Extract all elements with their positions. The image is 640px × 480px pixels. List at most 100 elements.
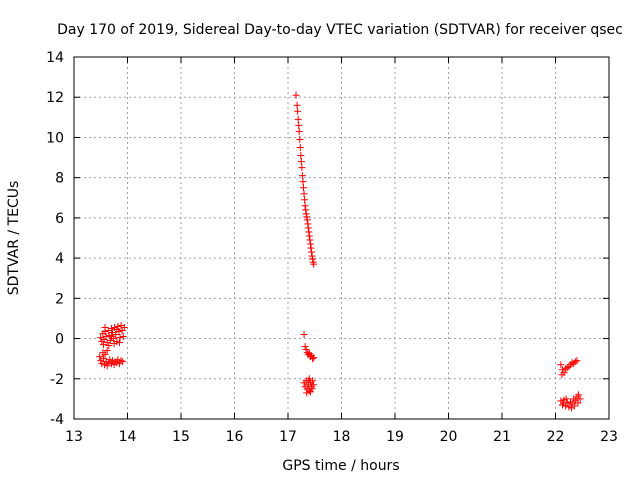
y-tick-label: -2: [50, 372, 64, 388]
data-point: [301, 196, 309, 204]
x-tick-label: 16: [226, 429, 244, 445]
data-point: [558, 371, 566, 379]
data-point: [293, 101, 301, 109]
data-point: [304, 220, 312, 228]
data-point: [306, 236, 314, 244]
data-point: [113, 326, 121, 334]
tick-layer: 13 14 15 16 17 18 19 20 21 22 23 -4 -2 0 2 4 6 8 10 12 14: [46, 50, 618, 445]
x-tick-label: 22: [547, 429, 565, 445]
data-point: [300, 190, 308, 198]
data-point: [303, 213, 311, 221]
data-point: [309, 355, 317, 363]
data-point: [107, 325, 115, 332]
data-point: [96, 353, 104, 361]
x-tick-label: 21: [493, 429, 511, 445]
data-point: [305, 228, 313, 236]
data-point: [563, 364, 571, 372]
data-point: [308, 252, 316, 260]
data-point: [302, 206, 310, 214]
data-point: [114, 356, 122, 364]
data-point: [119, 358, 127, 366]
y-tick-label: 12: [46, 90, 64, 106]
y-tick-label: 8: [55, 171, 64, 187]
data-point: [306, 388, 314, 396]
data-point: [295, 121, 303, 129]
data-point: [114, 322, 122, 330]
data-point: [304, 377, 312, 385]
data-point: [101, 351, 109, 359]
data-point: [576, 395, 584, 403]
data-point: [112, 331, 120, 339]
y-tick-label: -4: [50, 412, 64, 428]
data-point: [310, 354, 318, 362]
data-point: [574, 399, 582, 407]
data-point: [570, 402, 578, 410]
data-point: [301, 343, 309, 351]
data-point: [99, 341, 107, 349]
data-point: [294, 107, 302, 115]
x-tick-label: 17: [279, 429, 297, 445]
data-point: [307, 244, 315, 252]
data-point: [105, 342, 113, 350]
data-point: [298, 172, 306, 180]
data-point: [295, 127, 303, 135]
data-point: [115, 339, 123, 347]
chart-title: Day 170 of 2019, Sidereal Day-to-day VTE…: [57, 22, 623, 38]
data-point: [304, 224, 312, 232]
data-point: [116, 334, 124, 342]
data-point: [110, 340, 118, 348]
x-tick-label: 14: [119, 429, 137, 445]
data-point: [297, 158, 305, 166]
data-point: [310, 260, 318, 268]
data-point: [557, 361, 565, 369]
y-tick-label: 6: [55, 211, 64, 227]
data-point: [575, 391, 583, 399]
y-tick-label: 10: [46, 130, 64, 146]
data-point: [310, 381, 318, 389]
data-point: [568, 359, 576, 367]
data-point: [308, 248, 316, 256]
data-point: [119, 333, 127, 341]
x-tick-label: 13: [65, 429, 83, 445]
x-tick-label: 18: [333, 429, 351, 445]
data-point: [103, 347, 111, 355]
data-point: [303, 389, 311, 397]
data-point: [120, 323, 128, 331]
points-layer: [96, 91, 584, 412]
data-point: [302, 346, 310, 354]
data-point: [306, 240, 314, 248]
data-point: [303, 216, 311, 224]
x-axis-label: GPS time / hours: [282, 458, 399, 474]
data-point: [562, 395, 570, 403]
data-point: [301, 202, 309, 210]
y-axis-label: SDTVAR / TECUs: [6, 181, 22, 296]
data-point: [298, 164, 306, 172]
grid-layer: [74, 57, 609, 419]
data-point: [305, 232, 313, 240]
y-tick-label: 14: [46, 50, 64, 66]
x-tick-label: 19: [386, 429, 404, 445]
data-point: [302, 210, 310, 218]
data-point: [300, 184, 308, 192]
y-tick-label: 0: [55, 332, 64, 348]
data-point: [101, 323, 109, 331]
data-point: [294, 115, 302, 123]
x-tick-label: 23: [600, 429, 618, 445]
data-point: [103, 362, 111, 370]
data-point: [300, 331, 308, 339]
x-tick-label: 15: [172, 429, 190, 445]
data-point: [292, 91, 300, 99]
data-point: [117, 357, 125, 365]
y-tick-label: 4: [55, 251, 64, 267]
data-point: [571, 358, 579, 366]
data-point: [308, 385, 316, 393]
data-point: [107, 333, 115, 341]
data-point: [560, 399, 568, 407]
x-tick-label: 20: [440, 429, 458, 445]
data-point: [297, 152, 305, 160]
data-point: [296, 144, 304, 151]
plot-frame: [73, 56, 610, 420]
y-tick-label: 2: [55, 291, 64, 307]
data-point: [296, 135, 304, 143]
